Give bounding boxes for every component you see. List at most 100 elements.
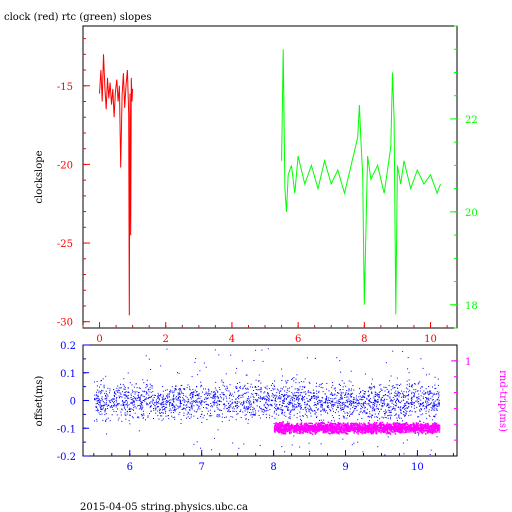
rndtrip-point: [410, 430, 412, 432]
offset-point: [342, 404, 343, 406]
offset-point: [205, 396, 207, 398]
rndtrip-point: [430, 429, 433, 432]
offset-point: [411, 391, 413, 393]
offset-point: [308, 409, 310, 411]
offset-point: [244, 414, 246, 416]
offset-point: [125, 395, 127, 397]
offset-point: [219, 401, 221, 403]
offset-point: [245, 413, 247, 415]
offset-point: [150, 369, 152, 370]
offset-point: [360, 403, 362, 404]
offset-point: [163, 404, 165, 405]
offset-point: [168, 410, 170, 412]
offset-point: [362, 396, 364, 398]
offset-point: [378, 394, 380, 396]
rndtrip-point: [303, 423, 306, 425]
offset-point: [172, 417, 174, 418]
offset-point: [100, 393, 102, 395]
rndtrip-point: [313, 426, 316, 428]
offset-point: [258, 410, 260, 412]
offset-point: [350, 404, 352, 406]
offset-point: [361, 397, 363, 398]
rndtrip-point: [295, 430, 297, 433]
offset-point: [208, 404, 210, 406]
offset-point: [201, 400, 203, 402]
offset-point: [222, 399, 224, 401]
rndtrip-point: [415, 426, 417, 428]
offset-point: [235, 398, 237, 400]
offset-point: [390, 412, 392, 413]
rndtrip-point: [283, 429, 286, 432]
offset-point: [344, 412, 346, 414]
offset-point: [219, 404, 220, 405]
offset-point: [398, 416, 400, 418]
offset-point: [308, 442, 310, 444]
offset-point: [281, 409, 283, 411]
offset-point: [142, 400, 144, 401]
rndtrip-point: [361, 424, 364, 427]
offset-point: [387, 405, 388, 406]
rndtrip-point: [290, 427, 293, 429]
offset-point: [283, 403, 285, 404]
offset-point: [217, 403, 219, 405]
offset-point: [133, 402, 135, 404]
offset-point: [338, 401, 339, 403]
offset-point: [231, 403, 233, 405]
rndtrip-point: [298, 432, 301, 434]
offset-point: [432, 407, 434, 409]
offset-point: [395, 401, 397, 403]
offset-point: [214, 349, 216, 351]
offset-point: [284, 390, 286, 392]
offset-point: [132, 399, 134, 401]
rndtrip-point: [344, 427, 346, 430]
offset-point: [157, 415, 159, 417]
offset-point: [186, 404, 188, 406]
rndtrip-point: [293, 430, 295, 432]
rndtrip-point: [382, 424, 385, 427]
offset-point: [191, 408, 193, 410]
offset-point: [175, 389, 177, 391]
offset-point: [212, 395, 214, 397]
rndtrip-point: [284, 427, 287, 430]
offset-point: [236, 413, 238, 415]
offset-point: [197, 407, 199, 409]
offset-point: [425, 410, 427, 412]
rndtrip-point: [357, 428, 360, 430]
rndtrip-point: [369, 426, 372, 429]
offset-point: [183, 415, 185, 416]
offset-point: [331, 404, 333, 406]
offset-point: [316, 417, 317, 418]
offset-point: [182, 397, 184, 399]
offset-point: [311, 397, 313, 399]
rndtrip-point: [311, 426, 313, 429]
offset-point: [182, 400, 184, 402]
offset-point: [235, 419, 237, 421]
offset-point: [158, 397, 160, 399]
offset-point: [317, 395, 319, 397]
offset-point: [153, 399, 155, 401]
offset-point: [336, 406, 338, 408]
offset-point: [239, 385, 241, 387]
offset-point: [155, 399, 157, 401]
offset-point: [109, 420, 111, 422]
offset-point: [148, 394, 150, 396]
offset-point: [433, 392, 435, 394]
offset-point: [134, 391, 136, 393]
offset-point: [420, 409, 422, 411]
offset-point: [372, 406, 374, 408]
offset-point: [387, 415, 389, 417]
offset-point: [102, 399, 104, 401]
offset-point: [259, 401, 261, 403]
offset-point: [390, 410, 392, 412]
offset-point: [419, 381, 421, 383]
offset-point: [296, 405, 298, 407]
rndtrip-point: [438, 429, 441, 431]
offset-point: [371, 392, 372, 394]
offset-point: [217, 400, 219, 402]
offset-point: [224, 406, 226, 408]
offset-point: [159, 410, 160, 412]
offset-point: [99, 403, 101, 405]
offset-point: [188, 388, 190, 390]
offset-point: [205, 398, 207, 400]
